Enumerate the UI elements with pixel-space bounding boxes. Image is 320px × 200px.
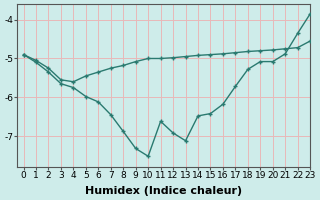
X-axis label: Humidex (Indice chaleur): Humidex (Indice chaleur) bbox=[85, 186, 242, 196]
